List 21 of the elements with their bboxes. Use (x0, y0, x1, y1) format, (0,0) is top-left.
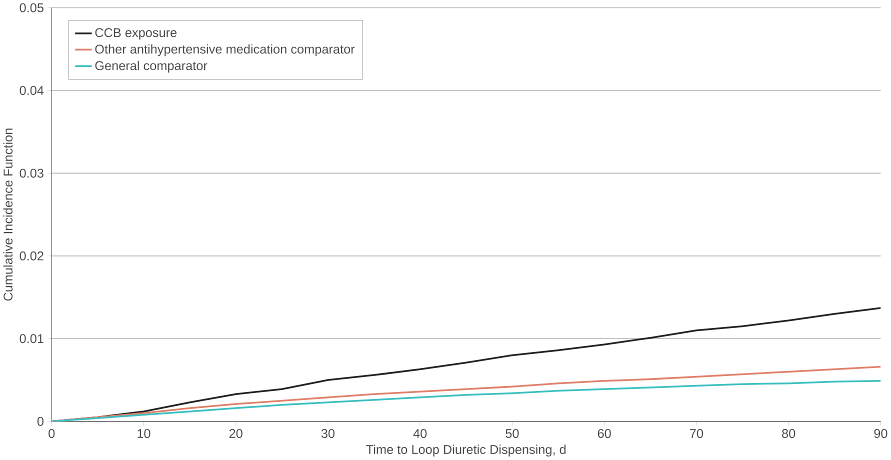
x-tick-label: 60 (598, 429, 611, 438)
x-tick-label: 10 (138, 429, 150, 438)
y-tick-label: 0.05 (20, 3, 44, 12)
y-tick-label: 0.01 (20, 334, 44, 344)
y-tick-label: 0.04 (20, 86, 44, 96)
y-tick-label: 0.02 (20, 252, 44, 261)
x-tick-label: 90 (874, 429, 888, 438)
x-tick-label: 40 (413, 429, 427, 438)
x-tick-label: 0 (48, 429, 55, 438)
x-tick-label: 20 (229, 429, 242, 438)
x-tick-label: 30 (321, 429, 335, 438)
x-axis-title: Time to Loop Diuretic Dispensing, d (366, 444, 566, 457)
y-axis-title: Cumulative Incidence Function (3, 128, 13, 301)
y-tick-label: 0.03 (20, 168, 44, 178)
legend-label: CCB exposure (95, 28, 177, 40)
x-tick-label: 50 (506, 429, 519, 438)
y-tick-label: 0 (37, 416, 44, 426)
legend-label: Other antihypertensive medication comparator (95, 44, 355, 56)
legend-label: General comparator (95, 60, 208, 73)
x-tick-label: 80 (782, 429, 796, 438)
x-tick-label: 70 (690, 429, 704, 438)
